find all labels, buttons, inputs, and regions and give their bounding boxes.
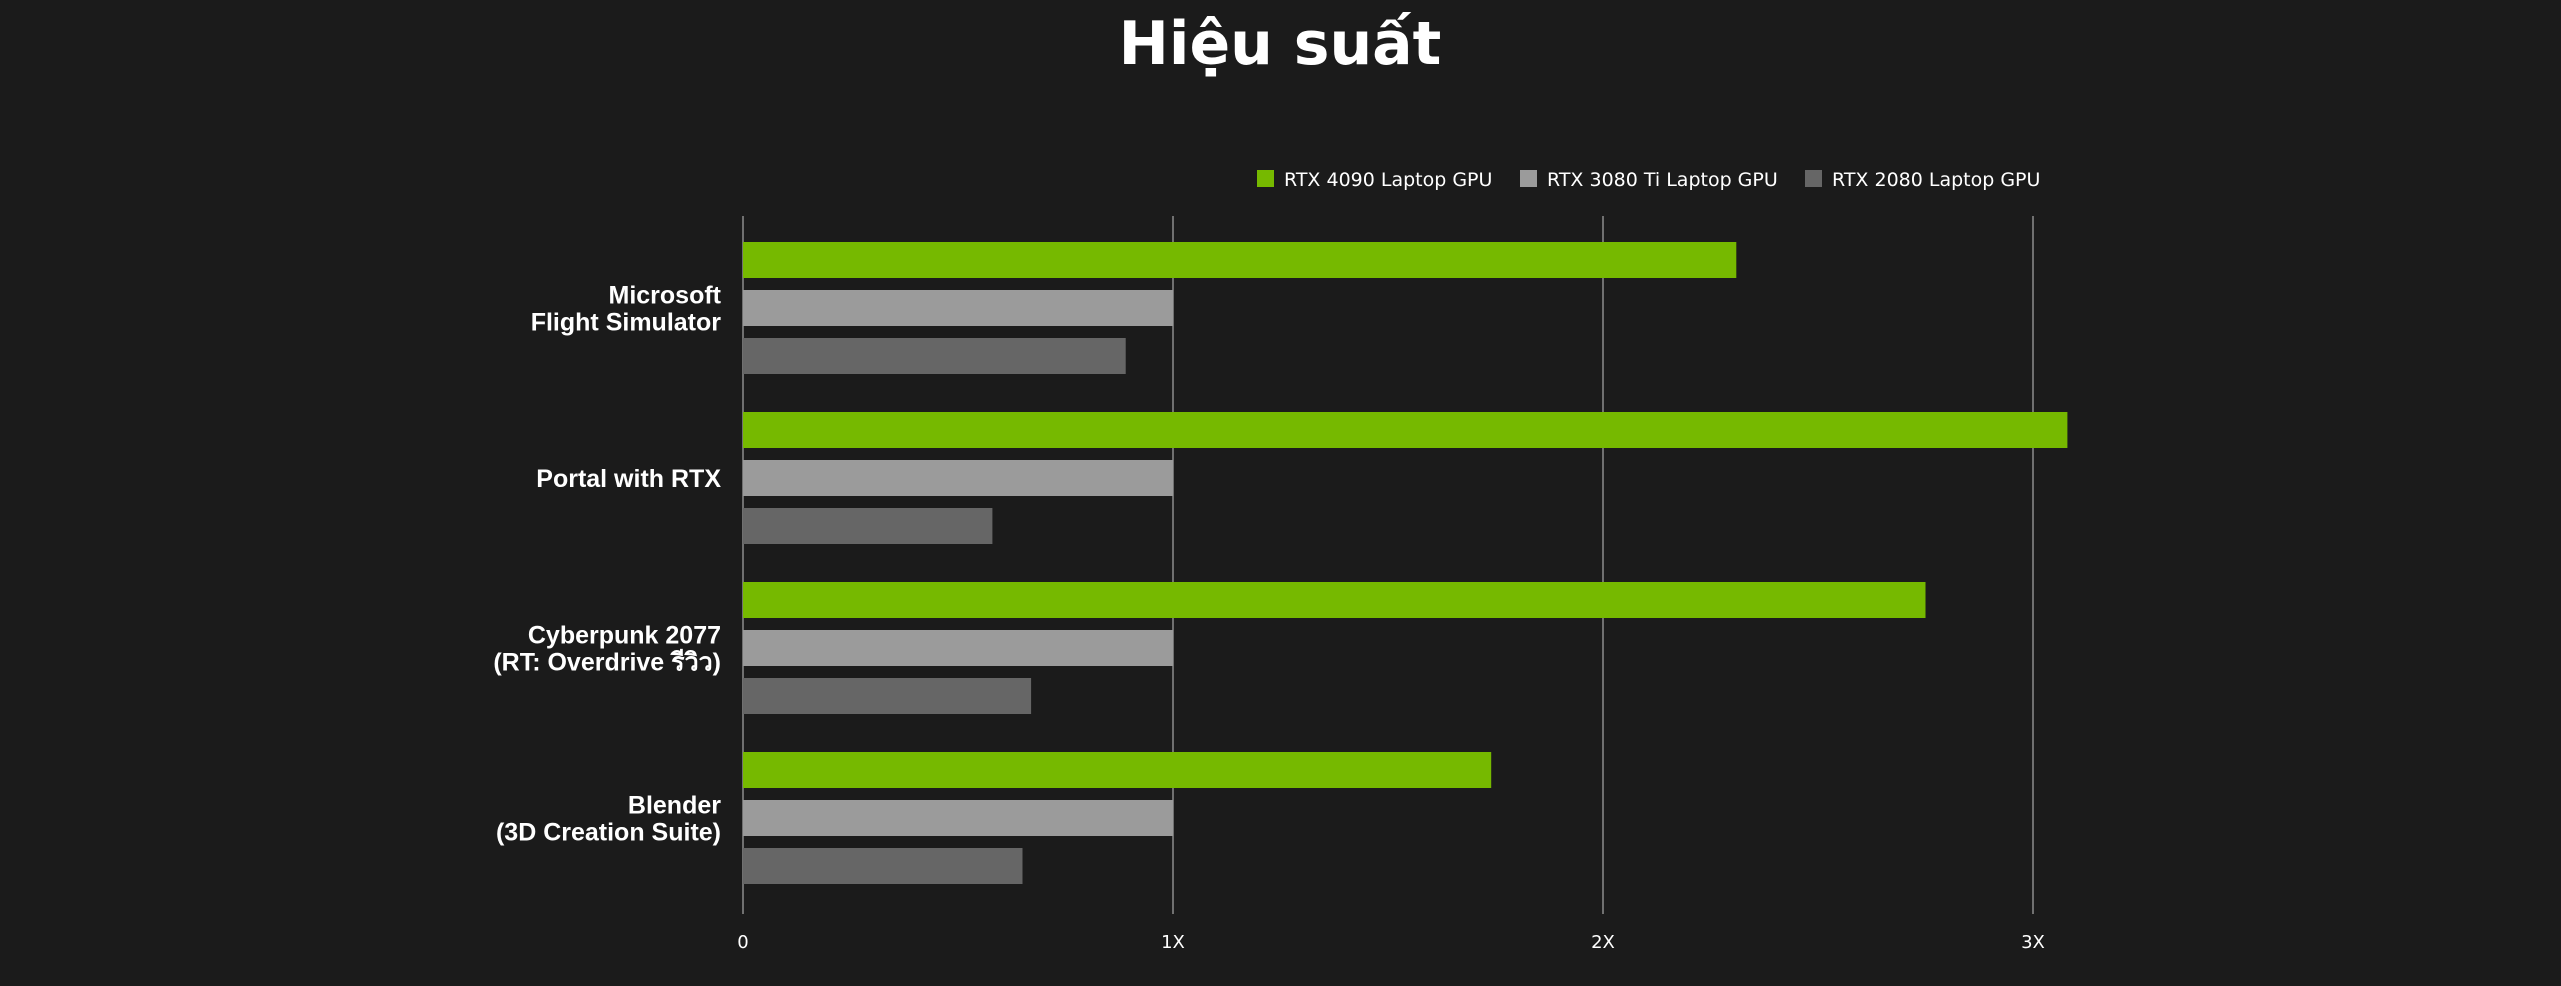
bar xyxy=(743,848,1023,884)
category-label: Microsoft xyxy=(609,282,722,310)
legend-label: RTX 2080 Laptop GPU xyxy=(1832,169,2040,191)
legend-swatch xyxy=(1520,170,1537,187)
x-tick-label: 1X xyxy=(1161,932,1185,953)
bar xyxy=(743,582,1926,618)
bar xyxy=(743,242,1737,278)
category-label: Blender xyxy=(628,792,721,820)
bar xyxy=(743,630,1173,666)
category-label: Portal with RTX xyxy=(536,465,721,493)
bar xyxy=(743,678,1032,714)
category-label: (RT: Overdrive รีวิว) xyxy=(493,649,721,677)
legend-label: RTX 4090 Laptop GPU xyxy=(1284,169,1492,191)
gridlines xyxy=(742,216,2034,914)
legend-swatch xyxy=(1805,170,1822,187)
bar xyxy=(743,460,1173,496)
x-axis-ticks: 0 1X 2X 3X xyxy=(737,932,2045,953)
bar xyxy=(743,338,1126,374)
legend: RTX 4090 Laptop GPU RTX 3080 Ti Laptop GP… xyxy=(1257,169,2040,191)
category-label: Flight Simulator xyxy=(531,309,722,337)
x-tick-label: 3X xyxy=(2021,932,2045,953)
bars xyxy=(743,242,2068,884)
category-label: (3D Creation Suite) xyxy=(496,819,721,847)
x-tick-label: 2X xyxy=(1591,932,1615,953)
bar xyxy=(743,508,993,544)
category-label: Cyberpunk 2077 xyxy=(528,622,721,650)
bar xyxy=(743,412,2068,448)
bar xyxy=(743,290,1173,326)
bar xyxy=(743,752,1492,788)
bar xyxy=(743,800,1173,836)
legend-label: RTX 3080 Ti Laptop GPU xyxy=(1547,169,1778,191)
legend-swatch xyxy=(1257,170,1274,187)
x-tick-label: 0 xyxy=(737,932,748,953)
chart-title: Hiệu suất xyxy=(1119,9,1442,79)
